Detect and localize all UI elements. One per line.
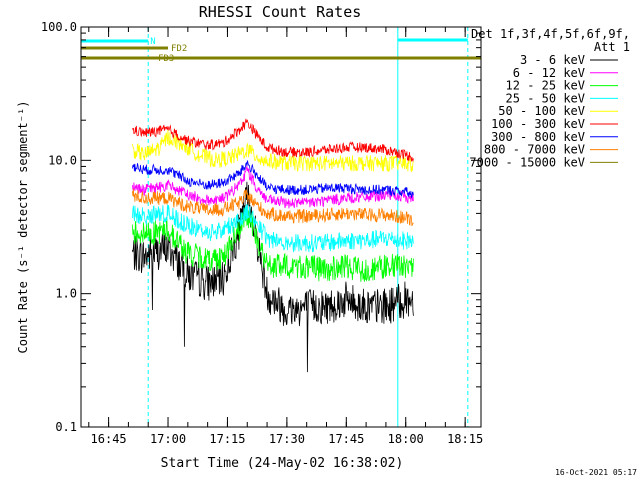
plot-frame xyxy=(80,26,482,428)
legend-label: 300 - 800 keV xyxy=(491,130,585,144)
legend-label: 800 - 7000 keV xyxy=(484,143,585,157)
x-tick-label: 17:15 xyxy=(209,432,245,446)
series-lines xyxy=(132,118,414,373)
legend: Det 1f,3f,4f,5f,6f,9f, Att 1 3 - 6 keV6 … xyxy=(469,27,630,169)
series-line xyxy=(132,129,414,173)
y-tick-label: 100.0 xyxy=(41,20,77,34)
legend-title-line-2: Att 1 xyxy=(594,40,630,54)
series-line xyxy=(132,204,414,253)
x-tick-label: 17:00 xyxy=(150,432,186,446)
legend-label: 100 - 300 keV xyxy=(491,117,585,131)
chart-title: RHESSI Count Rates xyxy=(199,3,362,21)
series-line xyxy=(132,181,414,373)
y-axis-label: Count Rate (s⁻¹ detector segment⁻¹) xyxy=(16,101,30,354)
night-interval-label: N xyxy=(150,37,155,47)
series-line xyxy=(132,188,414,227)
legend-label: 3 - 6 keV xyxy=(520,53,585,67)
series-line xyxy=(132,118,414,162)
series-line xyxy=(132,160,414,199)
flag-label: FD3 xyxy=(158,54,174,64)
timestamp: 16-Oct-2021 05:17 xyxy=(555,468,637,477)
x-tick-label: 18:15 xyxy=(447,432,483,446)
series-line xyxy=(132,208,414,282)
y-tick-label: 1.0 xyxy=(55,287,77,301)
legend-label: 6 - 12 keV xyxy=(513,66,585,80)
x-tick-label: 17:30 xyxy=(269,432,305,446)
y-axis: 0.1 1.0 10.0 100.0 xyxy=(41,20,481,434)
legend-title-line-1: Det 1f,3f,4f,5f,6f,9f, xyxy=(471,27,630,41)
series-line xyxy=(132,165,414,209)
legend-label: 50 - 100 keV xyxy=(498,104,585,118)
y-tick-label: 10.0 xyxy=(48,153,77,167)
x-tick-label: 17:45 xyxy=(328,432,364,446)
flag-label: FD2 xyxy=(171,44,187,54)
legend-label: 25 - 50 keV xyxy=(506,91,585,105)
legend-label: 12 - 25 keV xyxy=(506,79,585,93)
legend-label: 7000 - 15000 keV xyxy=(469,155,585,169)
x-tick-label: 18:00 xyxy=(388,432,424,446)
y-tick-label: 0.1 xyxy=(55,420,77,434)
x-tick-label: 16:45 xyxy=(91,432,127,446)
x-axis: 16:45 17:00 17:15 17:30 17:45 18:00 18:15 xyxy=(88,27,483,446)
x-axis-label: Start Time (24-May-02 16:38:02) xyxy=(161,456,404,471)
